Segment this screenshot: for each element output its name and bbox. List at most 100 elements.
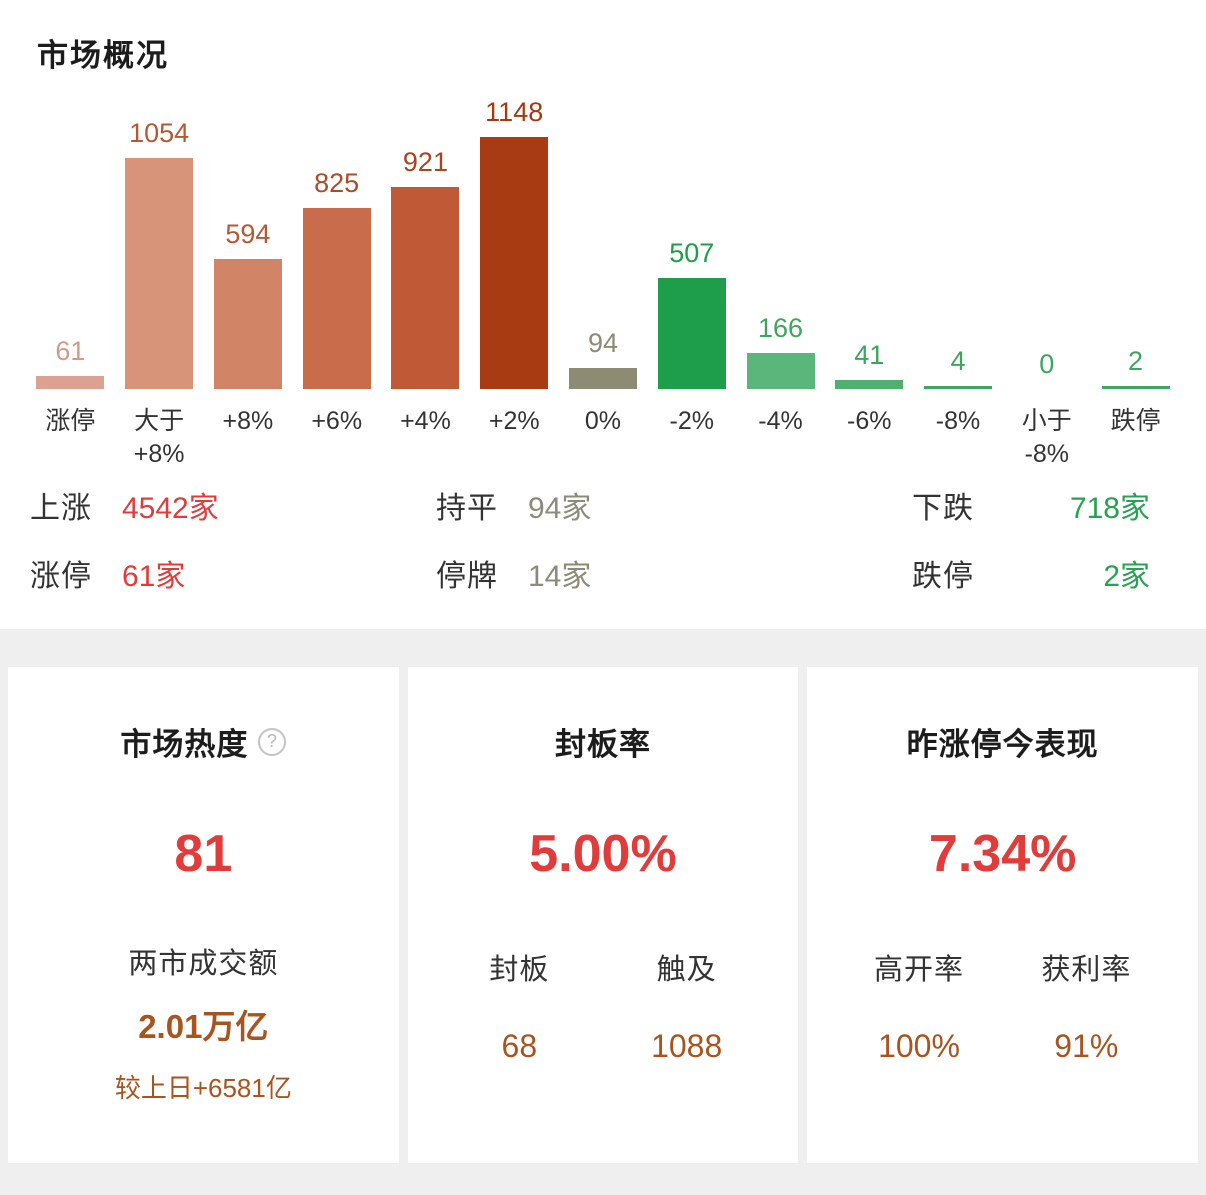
profit-rate-value: 91% (1054, 1028, 1119, 1064)
stat-suspended-value: 14家 (528, 560, 592, 593)
bar-value-label: 921 (402, 147, 448, 177)
touched-column: 触及 1088 (603, 946, 770, 1065)
bar-column: 507 -2% (647, 95, 736, 477)
bar (480, 137, 549, 389)
bar-column: 825 +6% (292, 95, 381, 477)
stat-limit-up: 涨停 61家 (30, 551, 436, 595)
bar-category-label: -8% (935, 407, 981, 435)
bar-category-label: -4% (758, 407, 803, 435)
bar-value-label: 594 (225, 219, 271, 249)
stat-up-value: 4542家 (122, 492, 219, 525)
open-high-label: 高开率 (873, 954, 964, 986)
stat-limit-down-value: 2家 (1103, 560, 1150, 593)
stat-suspended: 停牌 14家 (436, 551, 912, 595)
bar-column: 61 涨停 (26, 95, 115, 477)
bar (924, 386, 993, 389)
seal-rate-card: 封板率 5.00% 封板 68 触及 1088 (407, 667, 799, 1163)
bar-category-label: +8% (222, 407, 274, 435)
turnover-value: 2.01万亿 (138, 1008, 269, 1045)
bar (1101, 386, 1170, 389)
stat-flat-value: 94家 (528, 492, 592, 525)
bar-category-label: 涨停 (45, 407, 96, 435)
bar-column: 921 +4% (381, 95, 470, 477)
yesterday-limit-up-card: 昨涨停今表现 7.34% 高开率 100% 获利率 91% (807, 667, 1198, 1163)
stat-down-value: 718家 (1069, 492, 1150, 525)
yesterday-limit-up-value: 7.34% (928, 825, 1077, 883)
profit-rate-column: 获利率 91% (1003, 946, 1170, 1065)
market-heat-value: 81 (174, 825, 233, 883)
bar-category-label: +6% (311, 407, 363, 435)
bar-column: 1054 大于 +8% (115, 95, 204, 477)
sealed-label: 封板 (489, 954, 550, 986)
yesterday-limit-up-columns: 高开率 100% 获利率 91% (835, 946, 1170, 1065)
turnover-label: 两市成交额 (128, 948, 279, 980)
stat-limit-up-label: 涨停 (30, 560, 92, 593)
stat-limit-down: 跌停 2家 (912, 551, 1150, 595)
bar-category-label: 小于 -8% (1021, 407, 1072, 468)
open-high-value: 100% (878, 1028, 960, 1064)
bar-value-label: 2 (1128, 346, 1144, 376)
bar-value-label: 61 (55, 336, 86, 366)
yesterday-limit-up-title: 昨涨停今表现 (906, 727, 1099, 762)
page-title: 市场概况 (37, 38, 169, 73)
bar-category-label: 0% (584, 407, 622, 435)
bar (391, 187, 460, 389)
stat-up-label: 上涨 (30, 492, 92, 525)
turnover-vs-prev: 较上日+6581亿 (114, 1073, 292, 1103)
bar-column: 594 +8% (204, 95, 293, 477)
open-high-column: 高开率 100% (835, 946, 1002, 1065)
bar (746, 353, 815, 389)
bar-category-label: 大于 +8% (133, 407, 185, 468)
stat-flat: 持平 94家 (436, 483, 912, 527)
bar-value-label: 41 (854, 340, 885, 370)
bar (302, 208, 371, 389)
bar-column: 4 -8% (914, 95, 1003, 477)
stats-column-flat: 持平 94家 停牌 14家 (436, 483, 912, 595)
bar (568, 368, 637, 389)
bar-column: 1148 +2% (470, 95, 559, 477)
stat-limit-up-value: 61家 (122, 560, 186, 593)
bar-column: 94 0% (559, 95, 648, 477)
help-icon[interactable]: ? (258, 727, 287, 756)
seal-rate-title: 封板率 (554, 727, 651, 762)
bar-category-label: +4% (400, 407, 451, 435)
touched-label: 触及 (656, 954, 717, 986)
market-heat-card: 市场热度 ? 81 两市成交额 2.01万亿 较上日+6581亿 (8, 667, 399, 1163)
stat-up: 上涨 4542家 (30, 483, 436, 527)
bar-value-label: 4 (950, 346, 966, 376)
bar-chart: 61 涨停 1054 大于 +8% 594 +8% 825 +6% 921 +4% 1148 +2% 9… (0, 95, 1206, 477)
stat-suspended-label: 停牌 (436, 560, 498, 593)
bar-category-label: -2% (669, 407, 714, 435)
market-heat-title-row: 市场热度 ? (36, 719, 371, 764)
stat-down-label: 下跌 (912, 492, 974, 525)
market-heat-title: 市场热度 (120, 727, 249, 762)
bar (125, 158, 194, 389)
seal-rate-columns: 封板 68 触及 1088 (436, 946, 771, 1065)
market-overview-panel: 市场概况 61 涨停 1054 大于 +8% 594 +8% 825 +6% 921 +4% 114… (0, 0, 1206, 629)
bar-column: 0 小于 -8% (1002, 95, 1091, 477)
bar (835, 380, 904, 389)
sealed-column: 封板 68 (436, 946, 603, 1065)
bar (657, 278, 726, 389)
stats-column-up: 上涨 4542家 涨停 61家 (30, 483, 436, 595)
bar-category-label: -6% (847, 407, 892, 435)
bar-category-label: +2% (488, 407, 540, 435)
bar (213, 259, 282, 389)
bar-category-label: 跌停 (1110, 407, 1161, 435)
bar-column: 166 -4% (736, 95, 825, 477)
seal-rate-value: 5.00% (529, 825, 677, 883)
bar-value-label: 166 (757, 313, 804, 343)
bar-column: 41 -6% (825, 95, 914, 477)
bar-value-label: 825 (314, 168, 360, 198)
profit-rate-label: 获利率 (1041, 954, 1132, 986)
bar-value-label: 1148 (485, 97, 544, 127)
market-stats: 上涨 4542家 涨停 61家 持平 94家 停牌 14家 下跌 718家 (0, 483, 1206, 595)
bar-value-label: 1054 (129, 118, 190, 148)
summary-cards: 市场热度 ? 81 两市成交额 2.01万亿 较上日+6581亿 封板率 5.0… (0, 629, 1206, 1195)
stat-down: 下跌 718家 (912, 483, 1150, 527)
stat-limit-down-label: 跌停 (912, 560, 974, 593)
sealed-value: 68 (501, 1028, 538, 1064)
stats-column-down: 下跌 718家 跌停 2家 (912, 483, 1150, 595)
bar-column: 2 跌停 (1091, 95, 1180, 477)
bar-value-label: 94 (587, 328, 618, 358)
